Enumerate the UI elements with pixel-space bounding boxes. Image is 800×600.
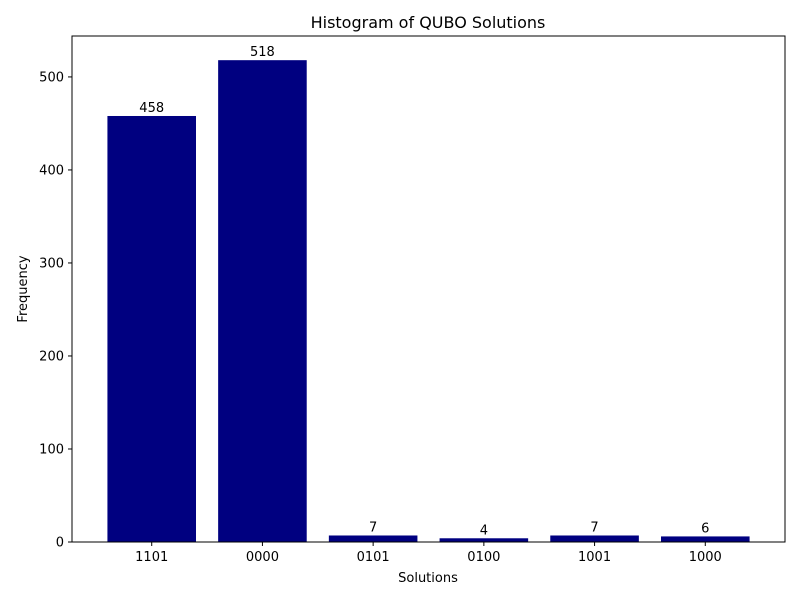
bars-group (107, 60, 750, 542)
x-tick-label-1001: 1001 (578, 550, 611, 565)
y-axis: 0 100 200 300 400 500 (39, 70, 72, 551)
data-label-1000: 6 (701, 521, 709, 536)
bar-1001 (550, 535, 639, 542)
y-tick-label-300: 300 (39, 256, 64, 271)
y-tick-label-400: 400 (39, 163, 64, 178)
y-axis-label: Frequency (16, 255, 31, 322)
x-axis: 1101 0000 0101 0100 1001 1000 (135, 542, 722, 565)
y-tick-label-0: 0 (56, 536, 64, 551)
x-tick-label-0100: 0100 (467, 550, 500, 565)
bar-1101 (107, 115, 196, 542)
x-tick-label-0101: 0101 (357, 550, 390, 565)
plot-frame (71, 35, 786, 543)
bar-0000 (218, 60, 307, 542)
y-tick-label-200: 200 (39, 349, 64, 364)
data-label-1101: 458 (139, 101, 164, 116)
bar-1000 (661, 536, 750, 542)
x-axis-label: Solutions (398, 571, 458, 586)
x-tick-label-1000: 1000 (689, 550, 722, 565)
data-label-0101: 7 (369, 520, 377, 535)
y-tick-label-500: 500 (39, 70, 64, 85)
chart-title: Histogram of QUBO Solutions (311, 13, 546, 32)
data-label-0000: 518 (250, 45, 275, 60)
bar-0100 (439, 538, 529, 542)
y-tick-label-100: 100 (39, 442, 64, 457)
data-labels-group: 458 518 7 4 7 6 (139, 45, 709, 538)
data-label-1001: 7 (590, 520, 598, 535)
bar-0101 (328, 535, 418, 542)
data-label-0100: 4 (480, 523, 488, 538)
x-tick-label-1101: 1101 (135, 550, 168, 565)
x-tick-label-0000: 0000 (246, 550, 279, 565)
